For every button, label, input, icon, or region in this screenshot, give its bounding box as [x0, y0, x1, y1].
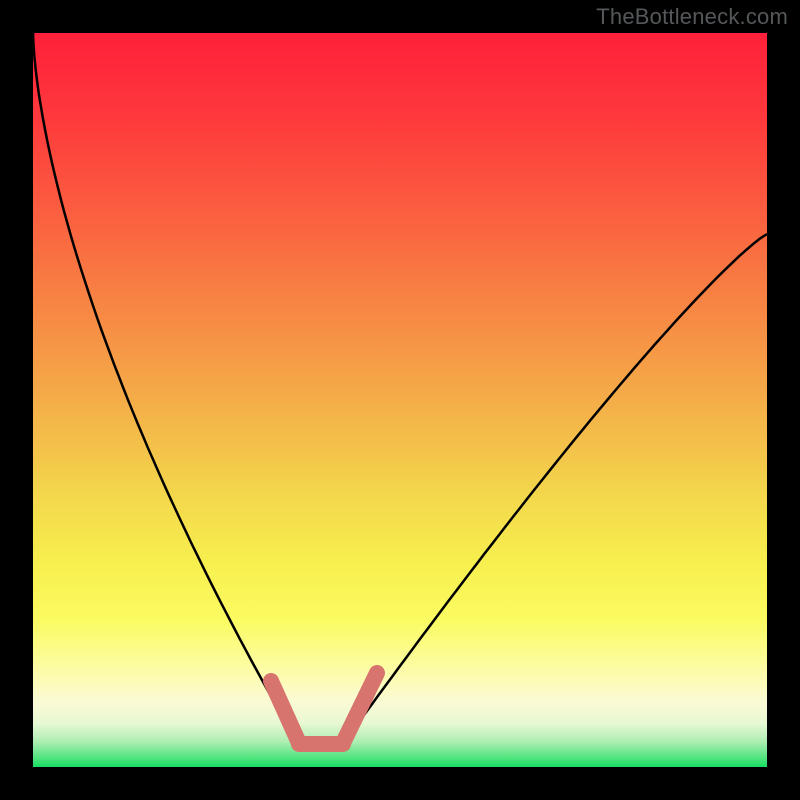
watermark-text: TheBottleneck.com	[596, 4, 788, 30]
chart-background	[33, 33, 767, 767]
chart-container	[33, 33, 767, 767]
chart-svg	[33, 33, 767, 767]
